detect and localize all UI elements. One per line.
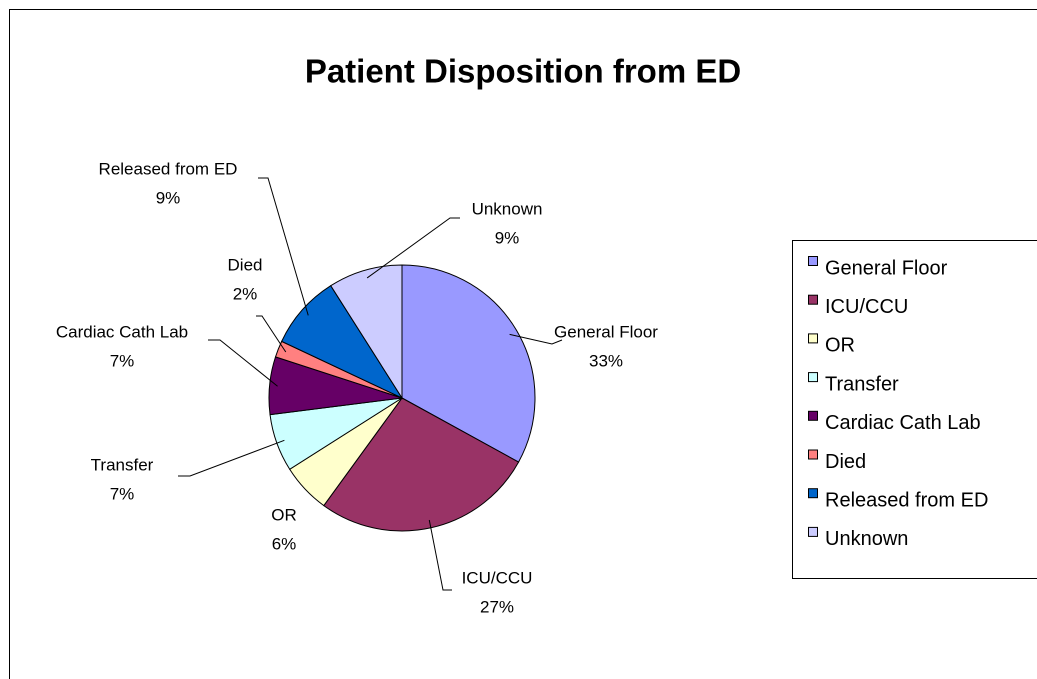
leader-line <box>509 333 563 345</box>
chart-title: Patient Disposition from ED <box>305 53 741 90</box>
slice-label: Transfer <box>91 455 154 474</box>
slice-value-label: 2% <box>233 284 258 303</box>
legend-swatch <box>808 294 818 305</box>
legend-swatch <box>808 488 818 499</box>
legend-label: General Floor <box>825 257 948 279</box>
leader-line <box>366 217 460 279</box>
legend-label: ICU/CCU <box>825 296 908 318</box>
pie-slice <box>330 264 403 400</box>
legend-label: Unknown <box>825 528 908 550</box>
legend-label: Released from ED <box>825 489 988 511</box>
legend-swatch <box>808 372 818 383</box>
legend-swatch <box>808 333 818 344</box>
slice-value-label: 9% <box>495 228 520 247</box>
legend-swatch <box>808 526 818 537</box>
slice-value-label: 27% <box>480 597 514 616</box>
legend-swatch <box>808 449 818 460</box>
slice-label: Cardiac Cath Lab <box>56 322 188 341</box>
legend-swatch <box>808 410 818 421</box>
legend-label: Died <box>825 451 866 473</box>
leader-line <box>208 339 278 387</box>
leader-line <box>428 519 452 591</box>
leader-line <box>178 439 285 477</box>
slice-label: Unknown <box>472 199 543 218</box>
legend-label: Cardiac Cath Lab <box>825 412 981 434</box>
slice-label: OR <box>271 505 297 524</box>
slice-value-label: 7% <box>110 484 135 503</box>
slice-value-label: 6% <box>272 534 297 553</box>
slice-label: General Floor <box>554 322 658 341</box>
slice-label: ICU/CCU <box>462 568 533 587</box>
leader-line <box>258 177 309 316</box>
leader-line <box>256 315 287 353</box>
pie-slice <box>401 264 536 463</box>
slice-value-label: 33% <box>589 351 623 370</box>
slice-value-label: 7% <box>110 351 135 370</box>
slice-label: Released from ED <box>99 159 238 178</box>
slice-value-label: 9% <box>156 188 181 207</box>
legend-swatch <box>808 256 818 266</box>
legend-label: Transfer <box>825 373 899 395</box>
slice-label: Died <box>228 255 263 274</box>
legend-label: OR <box>825 335 855 357</box>
legend-box <box>792 240 1037 579</box>
